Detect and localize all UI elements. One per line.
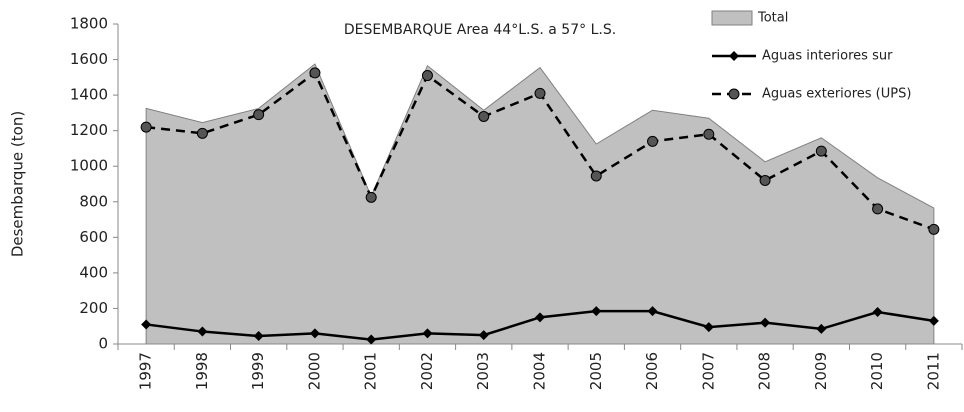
- point: [928, 223, 940, 235]
- x-tick-label: 2008: [756, 352, 774, 390]
- point: [309, 328, 320, 339]
- y-tick-label: 800: [79, 192, 108, 210]
- point: [816, 323, 827, 334]
- point: [421, 70, 433, 82]
- point: [815, 145, 827, 157]
- point: [928, 315, 939, 326]
- x-tick-label: 2002: [418, 352, 436, 390]
- x-tick-label: 1999: [249, 352, 267, 390]
- x-tick-label: 2009: [812, 352, 830, 390]
- point: [196, 127, 208, 139]
- area: [145, 63, 935, 345]
- x-tick-label: 2003: [474, 352, 492, 390]
- x-tick-label: 2005: [587, 352, 605, 390]
- x-tick-label: 2000: [305, 352, 323, 390]
- x-tick-label: 2011: [924, 352, 942, 390]
- point: [760, 317, 771, 328]
- point: [534, 87, 546, 99]
- legend-swatch: [711, 10, 753, 26]
- y-tick-label: 1000: [70, 157, 108, 175]
- point: [647, 306, 658, 317]
- point: [253, 331, 264, 341]
- point: [647, 135, 659, 147]
- point: [197, 326, 208, 337]
- y-tick-label: 400: [79, 263, 108, 281]
- point: [703, 128, 715, 140]
- y-tick-label: 600: [79, 228, 108, 246]
- point: [422, 328, 433, 339]
- point: [478, 110, 490, 122]
- y-tick-label: 1400: [70, 86, 108, 104]
- y-axis-label: Desembarque (ton): [9, 111, 27, 257]
- point: [759, 174, 771, 186]
- point: [590, 170, 602, 182]
- point: [140, 121, 152, 133]
- legend-label: Aguas exteriores (UPS): [762, 87, 911, 102]
- y-tick-label: 1800: [70, 15, 108, 33]
- y-tick-label: 1600: [70, 50, 108, 68]
- point: [141, 319, 152, 330]
- y-tick-label: 1200: [70, 121, 108, 139]
- chart-title: DESEMBARQUE Area 44°L.S. a 57° L.S.: [344, 22, 616, 38]
- point: [253, 109, 265, 121]
- x-tick-label: 2006: [643, 352, 661, 390]
- x-tick-label: 2004: [531, 352, 549, 390]
- y-tick-label: 0: [98, 335, 108, 353]
- legend-marker: [729, 51, 739, 61]
- x-tick-label: 2010: [868, 352, 886, 390]
- y-tick-label: 200: [79, 299, 108, 317]
- x-tick-label: 1998: [193, 352, 211, 390]
- point: [872, 203, 884, 215]
- point: [535, 312, 545, 323]
- x-tick-label: 2007: [699, 352, 717, 390]
- point: [366, 334, 377, 345]
- x-tick-label: 1997: [137, 352, 155, 390]
- x-tick-label: 2001: [362, 352, 380, 390]
- point: [591, 306, 602, 317]
- legend-label: Total: [757, 11, 788, 26]
- point: [309, 67, 321, 79]
- point: [703, 322, 714, 333]
- legend-marker: [728, 88, 740, 100]
- point: [365, 191, 377, 203]
- point: [872, 307, 883, 317]
- point: [478, 330, 489, 341]
- legend-label: Aguas interiores sur: [762, 49, 893, 64]
